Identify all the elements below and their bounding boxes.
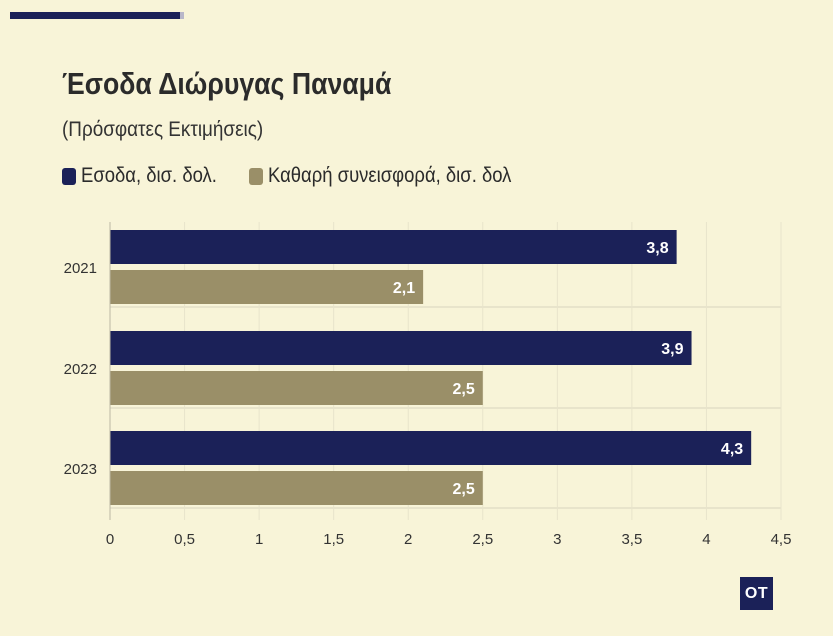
x-tick-label-6: 3 [553, 531, 561, 548]
ot-logo: OT [740, 577, 773, 610]
data-label-2023-series-1: 2,5 [453, 481, 475, 498]
chart-subtitle: (Πρόσφατες Εκτιμήσεις) [62, 118, 264, 141]
bar-2022-series-0 [110, 331, 692, 365]
data-label-2023-series-0: 4,3 [721, 441, 743, 458]
x-tick-label-3: 1,5 [323, 531, 344, 548]
chart-title: Έσοδα Διώρυγας Παναμά [62, 66, 392, 101]
legend-item-revenue: Εσοδα, δισ. δολ. [62, 164, 235, 188]
data-label-2021-series-0: 3,8 [646, 240, 668, 257]
top-accent-rule [10, 12, 180, 19]
chart-legend: Εσοδα, δισ. δολ. Καθαρή συνεισφορά, δισ.… [62, 164, 559, 188]
x-tick-label-0: 0 [106, 531, 114, 548]
x-tick-label-7: 3,5 [621, 531, 642, 548]
data-label-2022-series-1: 2,5 [453, 381, 475, 398]
bar-2023-series-0 [110, 431, 752, 465]
top-accent-rule-tail [180, 12, 184, 19]
bar-2022-series-1 [110, 371, 483, 405]
category-label-2023: 2023 [64, 461, 97, 478]
legend-item-net-contribution: Καθαρή συνεισφορά, δισ. δολ [249, 164, 545, 188]
category-label-2022: 2022 [64, 361, 97, 378]
category-label-2021: 2021 [64, 260, 97, 277]
x-tick-label-9: 4,5 [771, 531, 792, 548]
x-tick-label-4: 2 [404, 531, 412, 548]
x-tick-label-8: 4 [702, 531, 710, 548]
legend-swatch-revenue [62, 167, 76, 185]
x-tick-label-2: 1 [255, 531, 263, 548]
legend-label-net-contribution: Καθαρή συνεισφορά, δισ. δολ [268, 164, 512, 187]
bar-2021-series-0 [110, 230, 677, 264]
legend-swatch-net-contribution [249, 167, 264, 185]
legend-label-revenue: Εσοδα, δισ. δολ. [81, 164, 217, 187]
bar-2021-series-1 [110, 270, 424, 304]
data-label-2021-series-1: 2,1 [393, 280, 415, 297]
x-tick-label-5: 2,5 [472, 531, 493, 548]
data-label-2022-series-0: 3,9 [661, 341, 683, 358]
bar-2023-series-1 [110, 471, 483, 505]
x-tick-label-1: 0,5 [174, 531, 195, 548]
